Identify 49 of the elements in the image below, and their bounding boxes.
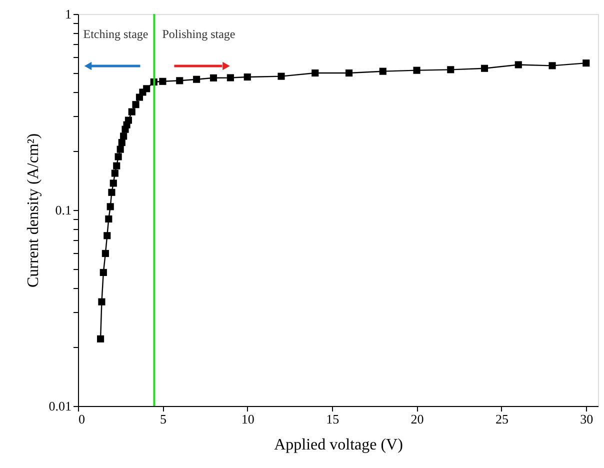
- point: [159, 78, 166, 85]
- point: [118, 138, 126, 146]
- x-tick-label: 20: [410, 412, 424, 426]
- point: [102, 250, 109, 258]
- point: [124, 116, 132, 124]
- point: [210, 74, 218, 82]
- point: [345, 69, 353, 77]
- point: [113, 162, 120, 170]
- point: [413, 66, 420, 74]
- point: [111, 170, 118, 177]
- point: [278, 72, 285, 80]
- point: [379, 68, 386, 75]
- point: [244, 73, 251, 81]
- point: [110, 180, 117, 187]
- point: [176, 77, 184, 84]
- point: [100, 268, 107, 276]
- y-axis-title: Current density (A/cm²): [24, 133, 42, 288]
- point: [480, 64, 488, 72]
- point: [98, 298, 106, 306]
- x-tick-label: 0: [78, 412, 85, 426]
- x-tick-label: 5: [160, 412, 166, 426]
- y-tick-label: 1: [65, 6, 72, 22]
- point: [128, 108, 136, 116]
- point: [120, 132, 128, 140]
- annotation: Polishing stage: [162, 27, 236, 41]
- point: [514, 61, 522, 68]
- point: [132, 101, 140, 108]
- point: [96, 335, 104, 342]
- x-tick-label: 30: [580, 412, 594, 426]
- point: [114, 153, 122, 160]
- y-tick-label: 0.1: [55, 202, 72, 218]
- x-axis-title: Applied voltage (V): [274, 436, 403, 454]
- point: [226, 74, 234, 82]
- y-tick-label: 0.01: [48, 398, 72, 414]
- point: [108, 188, 116, 196]
- point: [104, 232, 111, 240]
- point: [312, 69, 319, 77]
- point: [105, 215, 112, 223]
- annotation: Etching stage: [83, 27, 148, 41]
- point: [193, 76, 200, 83]
- x-tick-label: 25: [495, 412, 508, 426]
- point: [582, 60, 590, 67]
- point: [106, 203, 114, 210]
- x-tick-label: 10: [241, 412, 254, 426]
- x-tick-label: 15: [326, 412, 340, 426]
- point: [447, 66, 454, 74]
- point: [116, 146, 124, 153]
- point: [548, 62, 556, 70]
- point: [143, 85, 150, 92]
